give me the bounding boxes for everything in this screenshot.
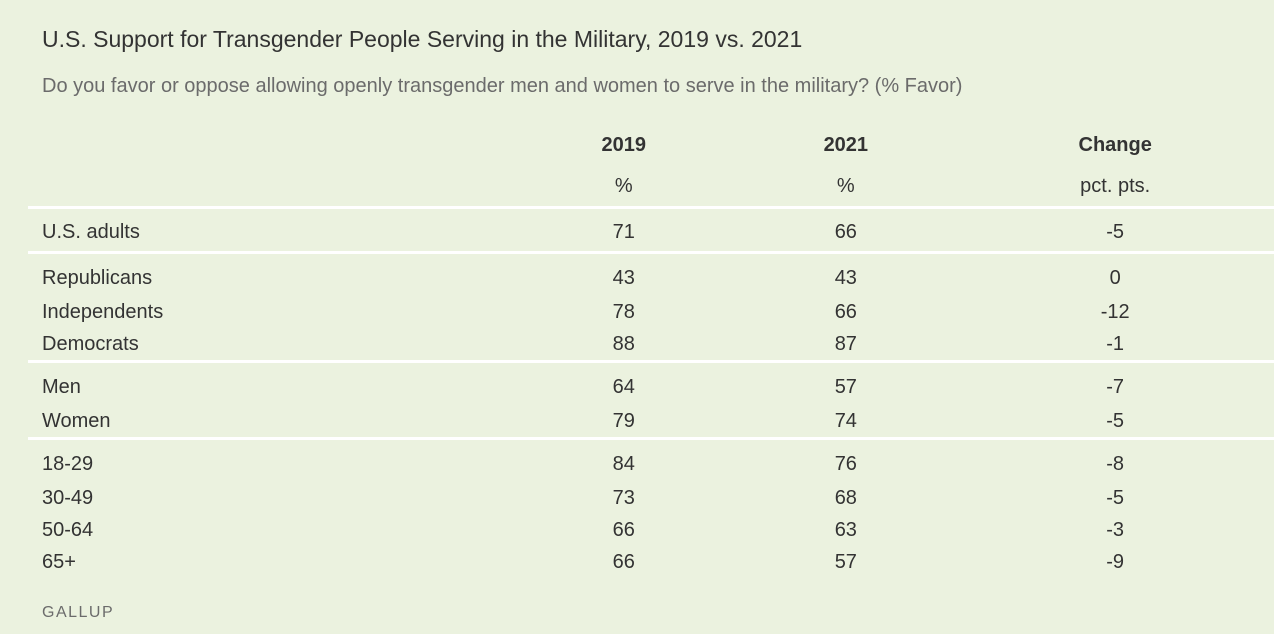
cell-2021: 63	[834, 518, 857, 541]
cell-change: -5	[956, 206, 1274, 253]
source-label: GALLUP	[42, 604, 115, 621]
table-row: 18-29 84 76 -8	[28, 437, 1274, 482]
table-row: Women 79 74 -5	[28, 405, 1274, 439]
cell-change: -7	[956, 360, 1274, 405]
cell-2019: 43	[512, 251, 736, 296]
row-label: 65+	[42, 550, 76, 573]
cell-change: -3	[1106, 518, 1125, 541]
cell-2019: 88	[612, 332, 635, 355]
data-table: 2019 2021 Change % % pct. pts. U.S. adul…	[28, 124, 1274, 578]
table-row: Democrats 88 87 -1	[28, 328, 1274, 362]
cell-2021: 66	[735, 206, 957, 253]
table-row: Independents 78 66 -12	[28, 296, 1274, 328]
cell-2021: 76	[735, 437, 957, 482]
table-row: Republicans 43 43 0	[28, 251, 1274, 296]
cell-2019: 78	[612, 300, 635, 323]
cell-2019: 84	[512, 437, 736, 482]
cell-change: 0	[956, 251, 1274, 296]
table-row: 65+ 66 57 -9	[28, 546, 1274, 578]
column-header-2019: 2019	[601, 133, 647, 156]
row-label: 18-29	[28, 437, 513, 482]
column-unit-2019: %	[614, 174, 633, 197]
cell-change: -12	[1100, 300, 1130, 323]
cell-2019: 73	[612, 486, 635, 509]
cell-2019: 66	[612, 518, 635, 541]
row-label: Women	[42, 409, 111, 432]
column-header-2021: 2021	[823, 133, 869, 156]
cell-2021: 66	[834, 300, 857, 323]
table-body: U.S. adults 71 66 -5 Republicans 43 43 0 Indepen…	[28, 206, 1274, 579]
column-unit-2021: %	[836, 174, 855, 197]
cell-2021: 74	[834, 409, 857, 432]
table-row: U.S. adults 71 66 -5	[28, 206, 1274, 253]
row-label: Men	[28, 360, 513, 405]
table-row: 30-49 73 68 -5	[28, 482, 1274, 514]
cell-2019: 71	[512, 206, 736, 253]
cell-change: -5	[1106, 409, 1125, 432]
row-label: 30-49	[42, 486, 94, 509]
row-label: Republicans	[28, 251, 513, 296]
row-label: Democrats	[42, 332, 139, 355]
table-row: 50-64 66 63 -3	[28, 514, 1274, 546]
row-label: Independents	[42, 300, 164, 323]
table-row: Men 64 57 -7	[28, 360, 1274, 405]
header-label-spacer	[28, 124, 512, 166]
cell-2019: 79	[612, 409, 635, 432]
column-unit-change: pct. pts.	[1080, 174, 1151, 197]
cell-change: -9	[1106, 550, 1125, 573]
cell-2021: 87	[834, 332, 857, 355]
row-label: U.S. adults	[28, 206, 513, 253]
cell-2021: 57	[735, 360, 957, 405]
cell-2019: 64	[512, 360, 736, 405]
chart-subtitle: Do you favor or oppose allowing openly t…	[42, 75, 963, 97]
cell-change: -5	[1106, 486, 1125, 509]
cell-2019: 66	[612, 550, 635, 573]
cell-2021: 43	[735, 251, 957, 296]
cell-change: -8	[956, 437, 1274, 482]
column-header-change: Change	[1078, 133, 1152, 156]
cell-change: -1	[1106, 332, 1125, 355]
chart-title: U.S. Support for Transgender People Serv…	[42, 26, 803, 52]
cell-2021: 68	[834, 486, 857, 509]
units-label-spacer	[28, 166, 512, 208]
row-label: 50-64	[42, 518, 94, 541]
cell-2021: 57	[834, 550, 857, 573]
